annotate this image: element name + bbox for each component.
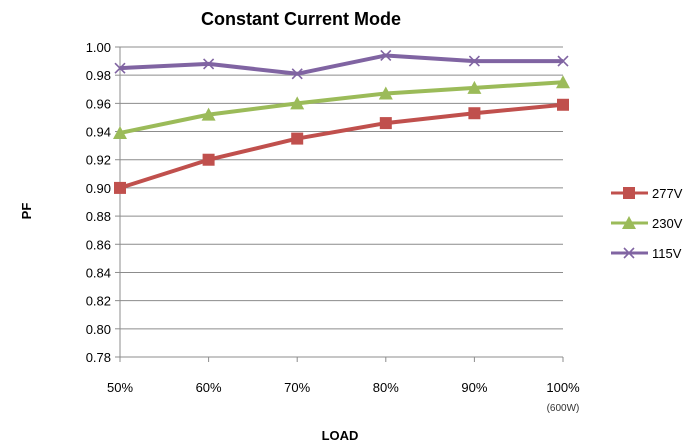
marker-square (623, 187, 635, 199)
series-230V (113, 75, 570, 139)
legend-item: 230V (611, 216, 683, 231)
marker-square (202, 153, 215, 166)
y-tick-labels: 0.78 0.80 0.82 0.84 0.86 0.88 0.90 0.92 0.94 0.96… (86, 40, 111, 365)
marker-triangle (290, 96, 305, 110)
x-tick-labels: 50% 60% 70% 80% 90% 100% (107, 380, 580, 395)
legend-item: 277V (611, 186, 683, 201)
chart-title: Constant Current Mode (201, 9, 401, 29)
x-tick-label: 60% (196, 380, 222, 395)
grid-lines (120, 46, 563, 330)
legend-item: 115V (611, 246, 682, 261)
y-tick-label: 0.78 (86, 350, 111, 365)
x-axis-title: LOAD (322, 428, 359, 443)
marker-triangle (378, 86, 393, 100)
series-line (119, 53, 563, 76)
marker-x (203, 58, 215, 70)
y-axis-title: PF (19, 203, 34, 220)
y-tick-label: 0.80 (86, 322, 111, 337)
y-tick-label: 0.86 (86, 237, 111, 252)
marker-square (291, 132, 304, 145)
x-tick-label: 50% (107, 380, 133, 395)
marker-square (557, 98, 569, 111)
legend-label: 230V (652, 216, 683, 231)
legend: 277V 230V 115V (611, 186, 683, 261)
y-tick-label: 0.98 (86, 68, 111, 83)
marker-x (380, 49, 392, 62)
marker-x (291, 68, 303, 80)
marker-triangle (201, 107, 216, 121)
series-line (119, 102, 564, 190)
marker-triangle (556, 75, 570, 89)
marker-square (379, 117, 392, 130)
series-line (119, 80, 564, 135)
y-tick-label: 0.88 (86, 209, 111, 224)
y-tick-label: 0.92 (86, 153, 111, 168)
x-tick-label: 100% (546, 380, 580, 395)
y-tick-label: 0.96 (86, 96, 111, 111)
series-277V (114, 98, 569, 194)
marker-square (114, 181, 126, 194)
y-tick-label: 0.90 (86, 181, 111, 196)
y-tick-label: 0.84 (86, 265, 111, 280)
x-axis-note: (600W) (547, 403, 580, 414)
y-tick-label: 1.00 (86, 40, 111, 55)
marker-square (468, 107, 481, 120)
x-tick-label: 80% (373, 380, 399, 395)
x-tick-label: 90% (461, 380, 487, 395)
marker-x (623, 247, 635, 259)
x-tick-label: 70% (284, 380, 310, 395)
marker-triangle (113, 125, 127, 139)
axes (115, 46, 564, 362)
y-tick-label: 0.94 (86, 125, 111, 140)
legend-label: 277V (652, 186, 683, 201)
marker-triangle (622, 216, 636, 229)
series-115V (114, 49, 569, 80)
marker-x (557, 55, 569, 67)
data-series (113, 49, 570, 194)
marker-x (114, 62, 126, 74)
marker-triangle (467, 80, 482, 94)
legend-label: 115V (652, 246, 682, 261)
marker-x (468, 55, 480, 67)
y-tick-label: 0.82 (86, 294, 111, 309)
